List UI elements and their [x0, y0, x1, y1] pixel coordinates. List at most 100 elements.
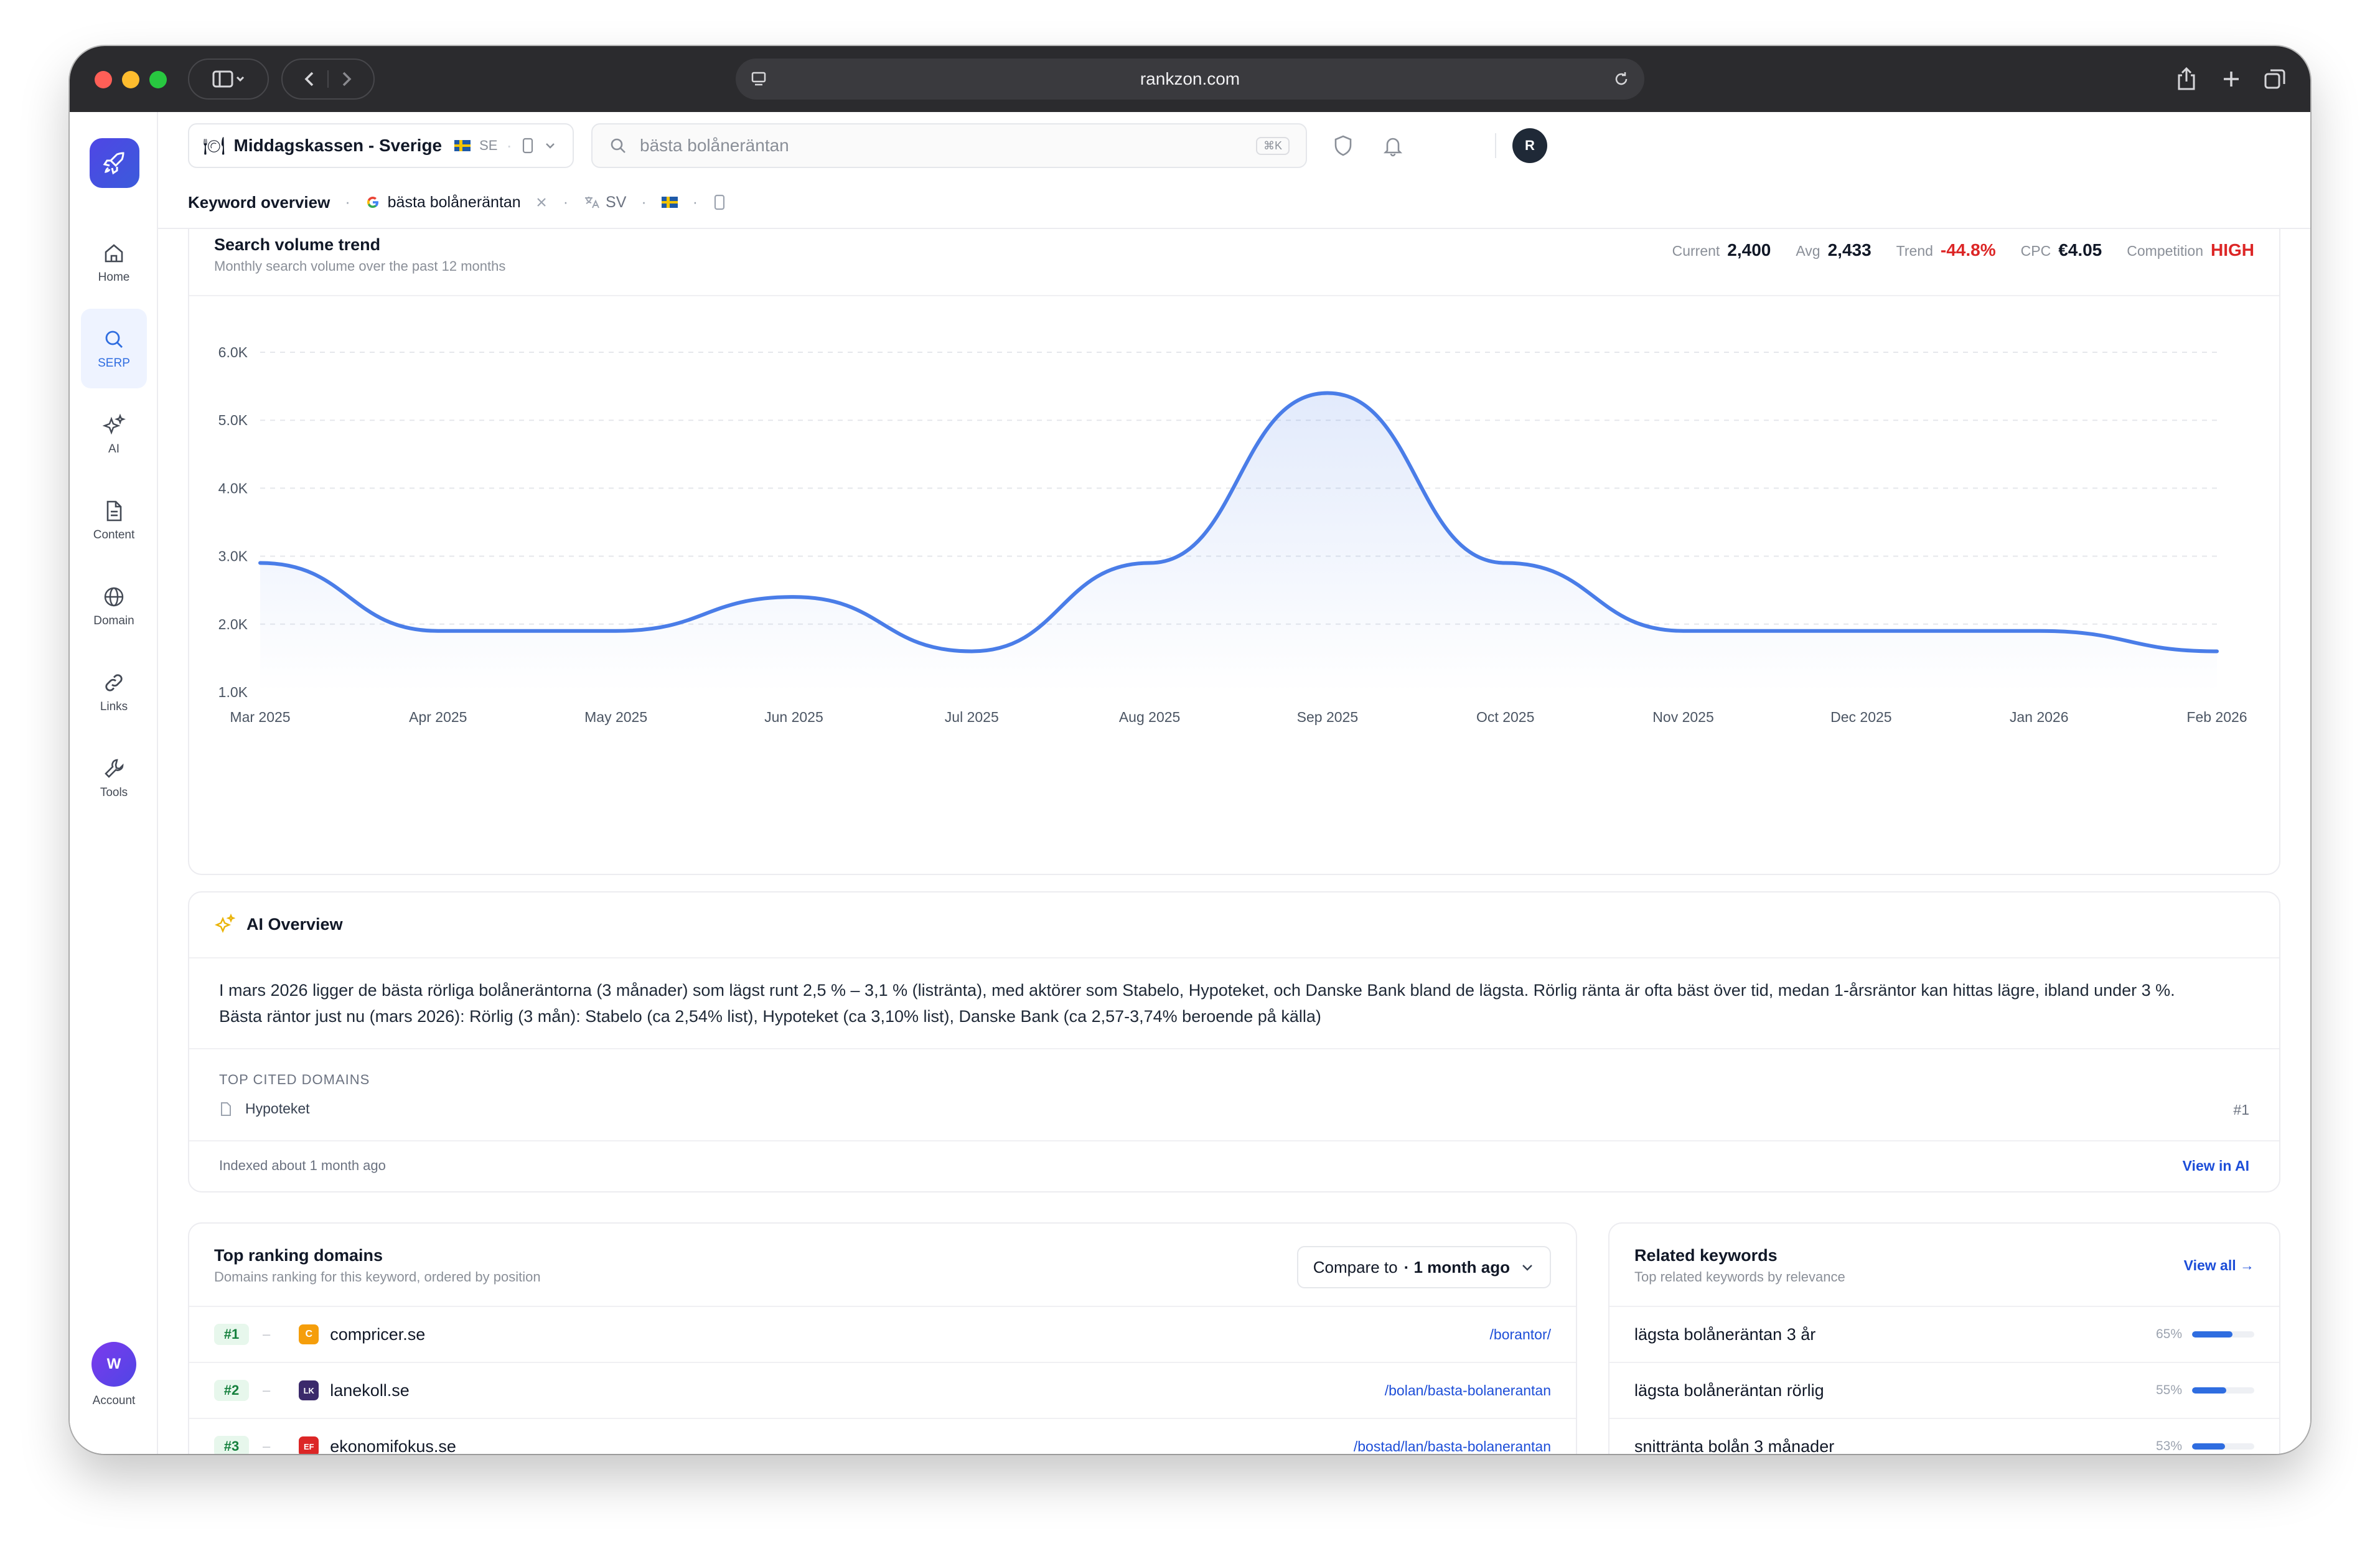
compare-dropdown[interactable]: Compare to · 1 month ago	[1296, 1246, 1551, 1288]
history-nav-buttons[interactable]	[281, 59, 375, 100]
ranking-row[interactable]: #2– LK lanekoll.se/bolan/basta-bolaneranta…	[189, 1362, 1576, 1418]
ai-overview-text: I mars 2026 ligger de bästa rörliga bolå…	[219, 981, 2175, 1000]
nav-tools-label: Tools	[100, 786, 128, 799]
app-logo[interactable]	[90, 138, 139, 188]
relevance-bar-fill	[2192, 1443, 2225, 1450]
stat-cpc-value: €4.05	[2058, 240, 2102, 260]
view-in-ai-link[interactable]: View in AI	[2182, 1158, 2249, 1174]
shield-button[interactable]	[1328, 131, 1358, 161]
related-keyword-row[interactable]: snittränta bolån 3 månader 53%	[1609, 1418, 2279, 1454]
browser-window: rankzon.com Home SERP	[70, 46, 2310, 1454]
stat-trend-value: -44.8%	[1940, 240, 1996, 260]
ai-overview-title: AI Overview	[246, 914, 343, 934]
nav-serp[interactable]: SERP	[81, 309, 147, 388]
view-all-link[interactable]: View all →	[2183, 1257, 2254, 1273]
chevron-down-icon	[1522, 1265, 1532, 1271]
nav-links[interactable]: Links	[81, 652, 147, 732]
project-name: Middagskassen - Sverige	[233, 136, 443, 155]
rocket-icon	[103, 152, 124, 175]
new-tab-button[interactable]	[2214, 62, 2248, 96]
rank-change: –	[263, 1438, 271, 1454]
language-chip[interactable]: SV	[583, 194, 626, 212]
relevance-percent: 53%	[2155, 1439, 2182, 1453]
tabs-icon	[2264, 69, 2285, 89]
nav-tools[interactable]: Tools	[81, 738, 147, 818]
close-window-button[interactable]	[95, 71, 112, 88]
sparkles-icon	[214, 914, 235, 934]
close-icon[interactable]	[535, 195, 548, 209]
rank-change: –	[263, 1326, 271, 1342]
domain-favicon-icon: LK	[299, 1380, 319, 1400]
search-icon	[611, 138, 625, 153]
search-volume-chart: 1.0K 2.0K 3.0K 4.0K 5.0K 6.0K Mar 2025 Apr 202…	[218, 344, 2247, 725]
trend-title: Search volume trend	[214, 235, 381, 254]
related-keyword-row[interactable]: lägsta bolåneräntan rörlig 55%	[1609, 1362, 2279, 1418]
top-ranking-card: Top ranking domains Domains ranking for …	[188, 1222, 1577, 1454]
document-icon	[106, 500, 122, 522]
mobile-device-icon	[714, 194, 725, 210]
account-avatar[interactable]: W	[91, 1342, 136, 1387]
minimize-window-button[interactable]	[122, 71, 139, 88]
y-tick-label: 5.0K	[218, 412, 248, 428]
domain-name[interactable]: ekonomifokus.se	[330, 1436, 456, 1455]
related-keyword-row[interactable]: lägsta bolåneräntan 3 år 65%	[1609, 1306, 2279, 1362]
x-tick-label: Nov 2025	[1652, 709, 1713, 725]
cited-rank: #1	[2233, 1102, 2249, 1118]
home-icon	[105, 244, 123, 263]
nav-domain-label: Domain	[93, 614, 134, 627]
keyword-chip[interactable]: bästa bolåneräntan	[365, 194, 548, 212]
domain-name[interactable]: lanekoll.se	[330, 1380, 410, 1400]
mobile-device-icon	[522, 138, 533, 154]
zoom-window-button[interactable]	[149, 71, 167, 88]
sweden-flag-icon	[661, 197, 678, 208]
project-selector[interactable]: 🍽 Middagskassen - Sverige SE ·	[188, 123, 574, 168]
stat-current-value: 2,400	[1727, 240, 1771, 260]
nav-home[interactable]: Home	[81, 223, 147, 302]
address-bar[interactable]: rankzon.com	[736, 59, 1644, 100]
related-keywords-card: Related keywords Top related keywords by…	[1608, 1222, 2280, 1454]
relevance-percent: 55%	[2155, 1383, 2182, 1397]
nav-content[interactable]: Content	[81, 480, 147, 560]
x-tick-label: Dec 2025	[1830, 709, 1891, 725]
stat-competition-label: Competition	[2127, 243, 2203, 259]
share-button[interactable]	[2170, 62, 2203, 96]
ai-overview-text-2: Bästa räntor just nu (mars 2026): Rörlig…	[219, 1007, 1321, 1026]
account-menu[interactable]: W Account	[70, 1342, 158, 1408]
ranking-row[interactable]: #3– EF ekonomifokus.se/bostad/lan/basta-bo…	[189, 1418, 1576, 1454]
trend-subtitle: Monthly search volume over the past 12 m…	[214, 258, 506, 274]
nav-domain[interactable]: Domain	[81, 566, 147, 646]
x-tick-label: Feb 2026	[2186, 709, 2247, 725]
sidebar: Home SERP AI Content Domain Links	[70, 112, 158, 1454]
user-avatar[interactable]: R	[1512, 128, 1547, 163]
cited-domain-row[interactable]: Hypoteket	[219, 1100, 310, 1117]
domain-favicon-icon: C	[299, 1324, 319, 1344]
tab-overview-button[interactable]	[2258, 62, 2292, 96]
sidebar-toggle-button[interactable]	[188, 59, 269, 100]
domain-name[interactable]: compricer.se	[330, 1324, 426, 1344]
ranking-url-link[interactable]: /borantor/	[1489, 1326, 1551, 1342]
related-keyword: snittränta bolån 3 månader	[1634, 1436, 1835, 1455]
compare-label: Compare to	[1313, 1257, 1398, 1277]
ranking-url-link[interactable]: /bostad/lan/basta-bolanerantan	[1353, 1438, 1551, 1455]
related-title: Related keywords	[1634, 1246, 1778, 1265]
notifications-button[interactable]	[1378, 131, 1408, 161]
y-tick-label: 2.0K	[218, 616, 248, 632]
y-tick-label: 6.0K	[218, 344, 248, 360]
trend-stats: Current 2,400 Avg 2,433 Trend -44.8% CPC €4.…	[1647, 240, 2254, 260]
rank-change: –	[263, 1382, 271, 1398]
nav-ai[interactable]: AI	[81, 395, 147, 474]
reload-icon[interactable]	[1612, 70, 1631, 88]
back-forward-icon	[304, 70, 352, 88]
x-tick-label: Sep 2025	[1297, 709, 1358, 725]
related-keyword: lägsta bolåneräntan 3 år	[1634, 1324, 1816, 1344]
divider	[1495, 133, 1496, 158]
page-title: Keyword overview	[188, 192, 330, 212]
keyword-search-input[interactable]: bästa bolåneräntan ⌘K	[591, 123, 1307, 168]
stat-current-label: Current	[1672, 243, 1720, 259]
ranking-url-link[interactable]: /bolan/basta-bolanerantan	[1384, 1382, 1551, 1398]
x-tick-label: Jan 2026	[2010, 709, 2069, 725]
domain-favicon-icon: EF	[299, 1436, 319, 1454]
y-tick-label: 4.0K	[218, 480, 248, 496]
stat-avg-label: Avg	[1796, 243, 1820, 259]
